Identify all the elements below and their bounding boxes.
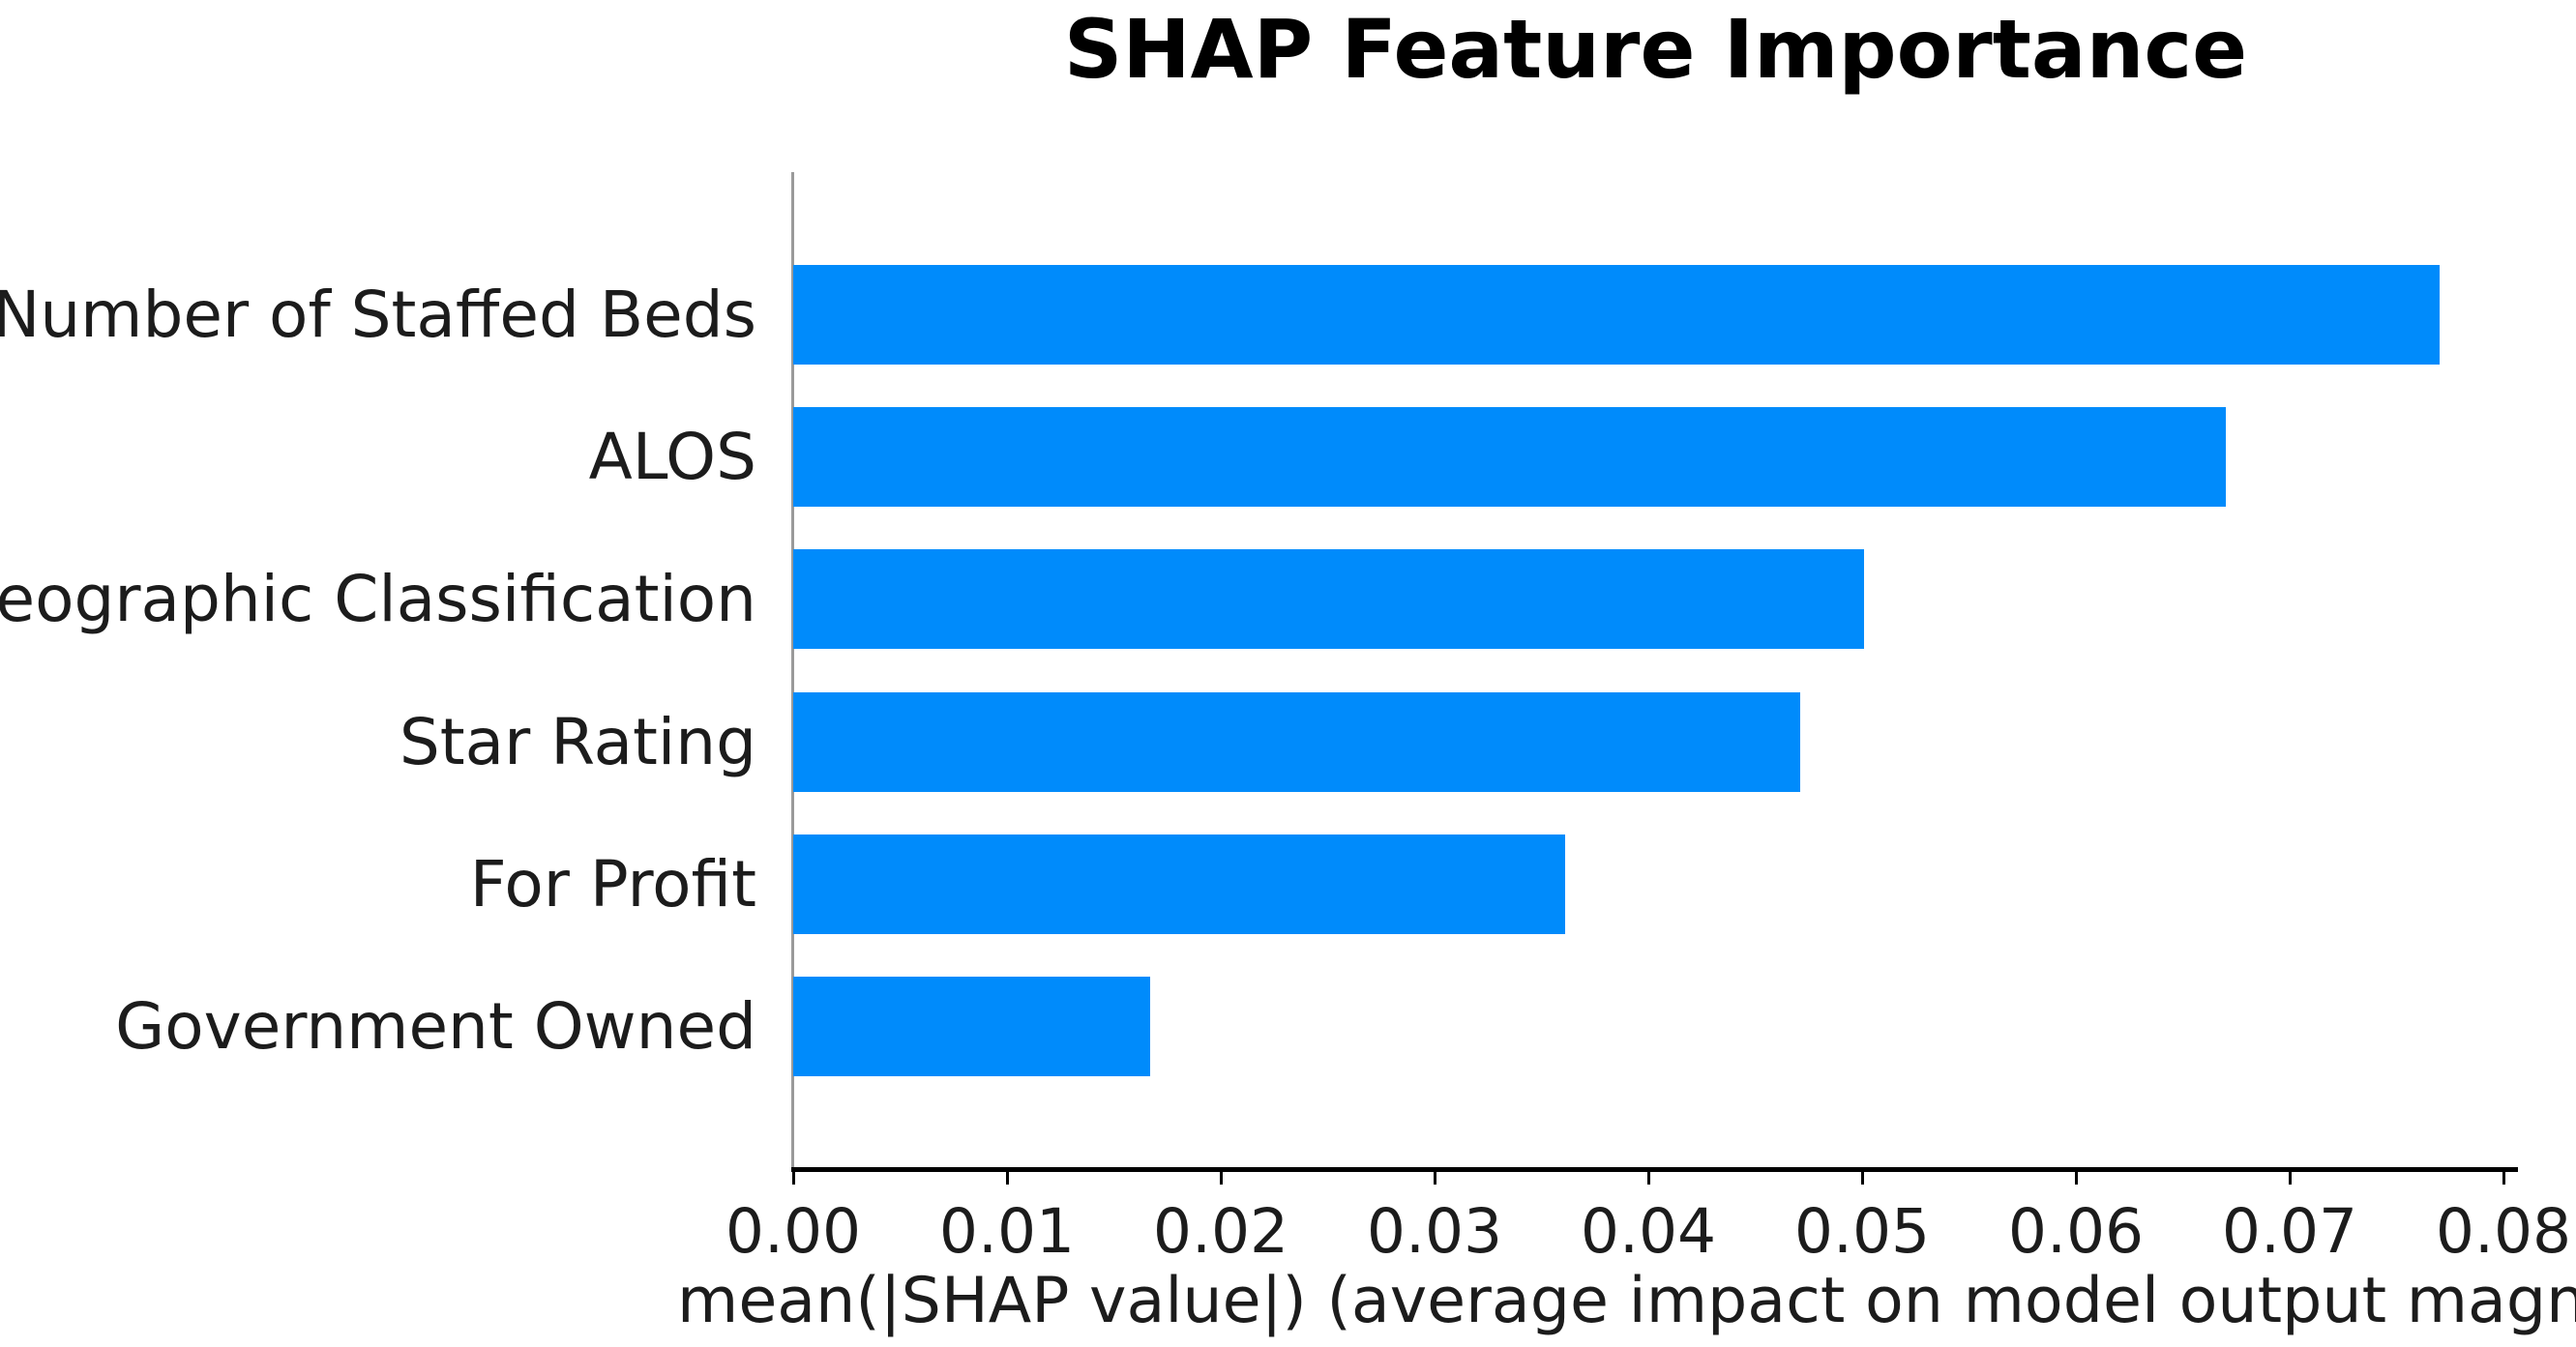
x-tick-mark	[1219, 1172, 1223, 1185]
x-tick-label: 0.05	[1793, 1196, 1931, 1267]
bar-government-owned	[793, 977, 1151, 1077]
y-tick-label-government-owned: Government Owned	[115, 989, 756, 1065]
x-tick-label: 0.02	[1152, 1196, 1289, 1267]
x-tick-mark	[1433, 1172, 1436, 1185]
bar-alos	[793, 407, 2226, 508]
x-tick-label: 0.08	[2435, 1196, 2572, 1267]
x-tick-mark	[791, 1172, 795, 1185]
x-tick-mark	[2502, 1172, 2505, 1185]
x-tick-label: 0.03	[1366, 1196, 1503, 1267]
y-tick-label-alos: ALOS	[588, 420, 756, 495]
x-axis-spine	[791, 1167, 2518, 1172]
bar-star-rating	[793, 691, 1800, 792]
x-tick-mark	[1860, 1172, 1864, 1185]
x-tick-mark	[2288, 1172, 2292, 1185]
x-tick-label: 0.06	[2007, 1196, 2145, 1267]
chart-title: SHAP Feature Importance	[1063, 2, 2248, 97]
x-axis-label: mean(|SHAP value|) (average impact on mo…	[677, 1265, 2576, 1337]
y-tick-label-star-rating: Star Rating	[399, 704, 756, 779]
bar-number-of-staffed-beds	[793, 264, 2440, 365]
y-tick-label-geographic-classification: Geographic Classification	[0, 562, 756, 637]
x-tick-label: 0.00	[725, 1196, 862, 1267]
x-tick-label: 0.07	[2221, 1196, 2358, 1267]
x-tick-label: 0.01	[938, 1196, 1076, 1267]
y-tick-label-number-of-staffed-beds: Number of Staffed Beds	[0, 277, 756, 352]
x-tick-mark	[1005, 1172, 1009, 1185]
x-tick-label: 0.04	[1580, 1196, 1717, 1267]
bar-for-profit	[793, 834, 1565, 934]
y-tick-label-for-profit: For Profit	[469, 846, 756, 922]
bar-geographic-classification	[793, 549, 1865, 650]
y-axis-spine	[791, 172, 794, 1169]
x-tick-mark	[1646, 1172, 1650, 1185]
x-tick-mark	[2074, 1172, 2078, 1185]
